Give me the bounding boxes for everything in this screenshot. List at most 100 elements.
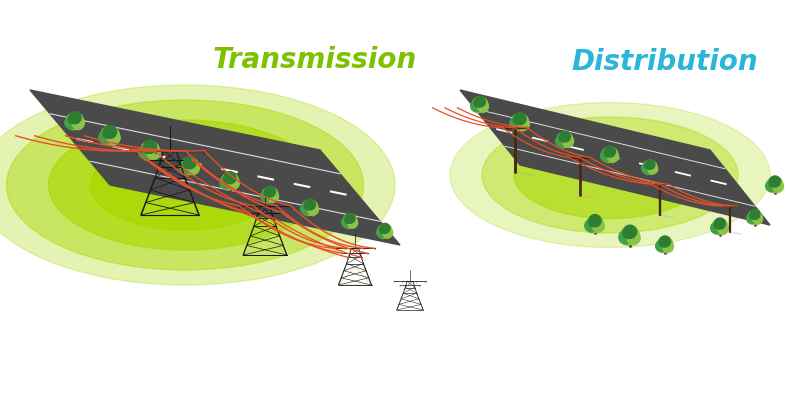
Circle shape (643, 160, 657, 174)
Circle shape (348, 218, 358, 228)
Circle shape (472, 97, 488, 112)
Circle shape (305, 199, 315, 210)
Circle shape (627, 231, 640, 244)
Circle shape (220, 176, 233, 189)
Ellipse shape (659, 250, 670, 253)
Circle shape (607, 151, 618, 162)
Circle shape (604, 149, 612, 157)
Circle shape (380, 223, 390, 233)
Circle shape (184, 156, 196, 169)
Circle shape (750, 212, 757, 219)
Circle shape (184, 160, 192, 168)
Circle shape (621, 226, 639, 245)
Circle shape (710, 222, 722, 234)
Circle shape (712, 219, 728, 234)
Circle shape (592, 220, 604, 232)
Circle shape (718, 223, 729, 234)
Circle shape (101, 126, 119, 145)
Circle shape (222, 172, 238, 190)
Ellipse shape (714, 232, 726, 235)
Ellipse shape (605, 160, 615, 163)
Circle shape (307, 204, 318, 215)
Circle shape (342, 217, 352, 228)
Circle shape (304, 202, 312, 210)
Ellipse shape (645, 172, 655, 175)
Text: Transmission: Transmission (213, 46, 417, 74)
Circle shape (345, 214, 355, 223)
Circle shape (753, 214, 762, 224)
Ellipse shape (380, 236, 390, 239)
Circle shape (748, 210, 762, 224)
Circle shape (511, 113, 529, 130)
Circle shape (589, 218, 597, 226)
Circle shape (147, 146, 160, 159)
Circle shape (143, 144, 152, 153)
Circle shape (662, 241, 674, 252)
Circle shape (143, 140, 157, 153)
Ellipse shape (224, 187, 236, 190)
Circle shape (69, 112, 81, 124)
Circle shape (224, 175, 232, 184)
Circle shape (714, 221, 722, 229)
Circle shape (139, 145, 153, 159)
Circle shape (345, 216, 352, 223)
Circle shape (585, 219, 598, 232)
Circle shape (623, 229, 632, 238)
Ellipse shape (69, 127, 81, 130)
Circle shape (586, 215, 603, 232)
Circle shape (619, 230, 633, 244)
Circle shape (766, 180, 778, 192)
Circle shape (558, 132, 573, 147)
Circle shape (645, 162, 652, 169)
Circle shape (141, 141, 159, 160)
Circle shape (601, 150, 612, 162)
Circle shape (656, 240, 667, 252)
Circle shape (302, 200, 318, 215)
Circle shape (510, 117, 522, 130)
Circle shape (645, 159, 655, 169)
Circle shape (267, 191, 278, 202)
Circle shape (746, 213, 757, 224)
Circle shape (559, 131, 570, 142)
Circle shape (659, 239, 666, 247)
Circle shape (514, 116, 522, 124)
Circle shape (623, 225, 637, 238)
Circle shape (382, 228, 393, 238)
Circle shape (103, 129, 112, 138)
Circle shape (602, 147, 618, 162)
Circle shape (750, 210, 760, 219)
Circle shape (770, 176, 781, 187)
Ellipse shape (514, 132, 706, 218)
Ellipse shape (559, 145, 570, 148)
Circle shape (264, 189, 272, 197)
Ellipse shape (305, 213, 315, 216)
Ellipse shape (345, 226, 355, 229)
Ellipse shape (143, 157, 157, 161)
Circle shape (478, 101, 489, 112)
Circle shape (556, 135, 567, 147)
Circle shape (514, 112, 526, 125)
Ellipse shape (482, 117, 738, 233)
Ellipse shape (450, 102, 770, 248)
Ellipse shape (103, 142, 117, 146)
Ellipse shape (514, 128, 526, 132)
Circle shape (66, 112, 83, 130)
Circle shape (474, 99, 482, 107)
Circle shape (265, 186, 275, 197)
Circle shape (69, 115, 77, 124)
Ellipse shape (265, 200, 275, 203)
Circle shape (773, 181, 783, 192)
Circle shape (103, 125, 117, 138)
Circle shape (659, 236, 670, 247)
Circle shape (518, 118, 530, 130)
Circle shape (99, 130, 113, 144)
Circle shape (107, 131, 120, 144)
Circle shape (589, 214, 601, 227)
Circle shape (658, 237, 673, 252)
Text: Distribution: Distribution (572, 48, 758, 76)
Circle shape (65, 116, 78, 129)
Ellipse shape (6, 100, 363, 270)
Circle shape (301, 203, 312, 215)
Ellipse shape (750, 222, 760, 225)
Circle shape (714, 218, 726, 229)
